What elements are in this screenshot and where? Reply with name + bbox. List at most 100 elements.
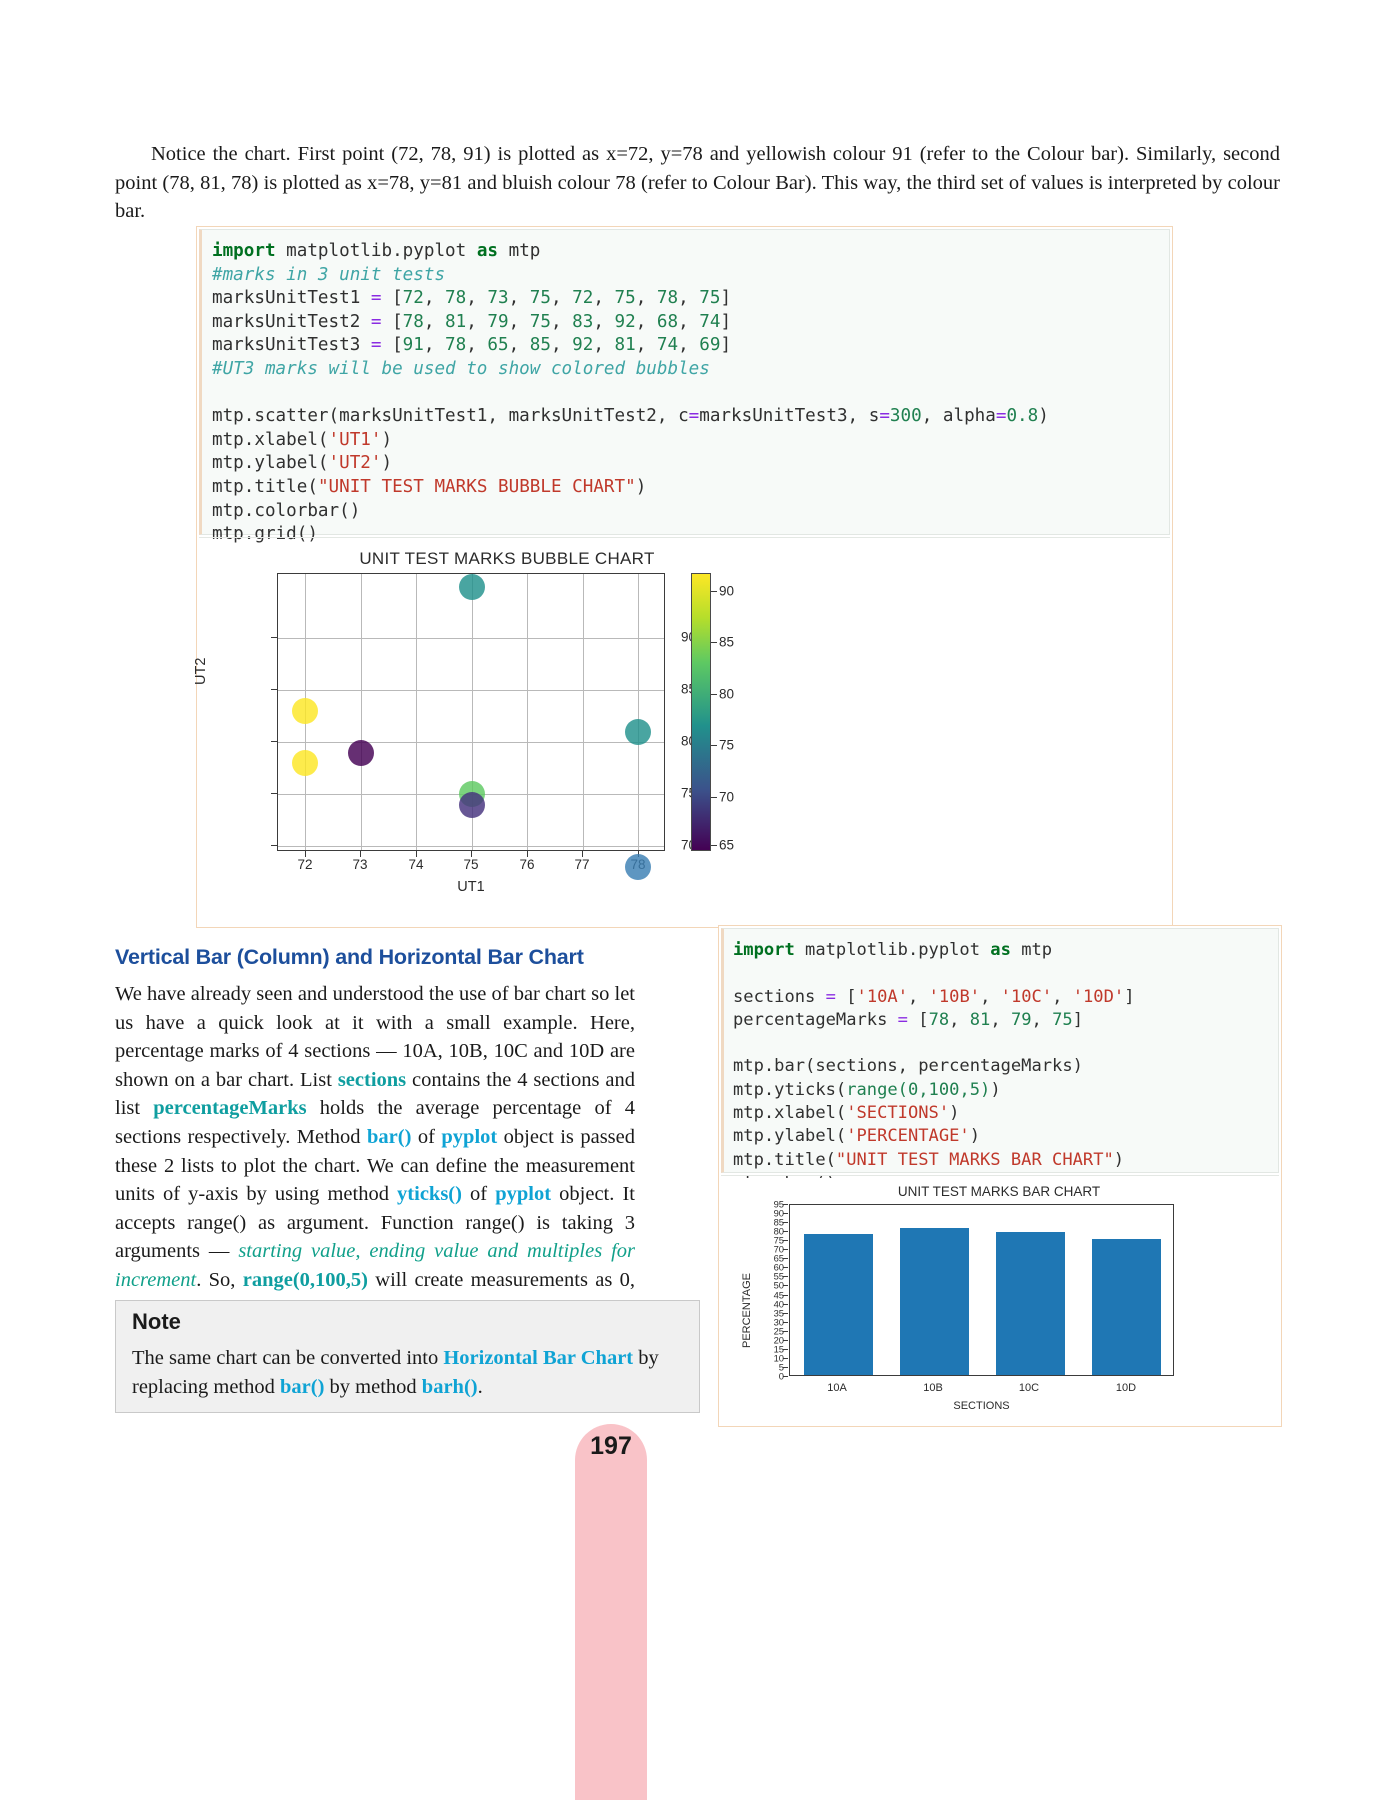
bar-ytick-mark (783, 1276, 788, 1278)
section-body-paragraph: We have already seen and understood the … (115, 983, 636, 1320)
bar-10c (996, 1232, 1065, 1375)
colorbar-tick-mark (711, 591, 717, 592)
gridline-vertical (638, 574, 639, 850)
bar-ytick-mark (783, 1303, 788, 1305)
bubble-xtick-label: 77 (574, 857, 590, 872)
note-body: The same chart can be converted into Hor… (132, 1347, 659, 1398)
bar-xtick-10b: 10B (923, 1382, 943, 1394)
bar-ytick-mark (783, 1267, 788, 1269)
bar-10a (804, 1233, 873, 1375)
data-point (625, 719, 651, 745)
bar-ytick-mark (783, 1357, 788, 1359)
data-point (292, 750, 318, 776)
bar-chart: UNIT TEST MARKS BAR CHART PERCENTAGE 95 … (719, 1178, 1279, 1424)
gridline-vertical (361, 574, 362, 850)
data-point (625, 854, 651, 880)
bubble-ytick-mark (271, 741, 277, 742)
bar-plot-area (789, 1204, 1174, 1376)
bar-ytick-label: 0 (778, 1370, 784, 1382)
term-range-args: starting value, ending value and multipl… (115, 1240, 635, 1291)
bubble-xtick-mark (360, 851, 361, 857)
bar-ytick-mark (783, 1321, 788, 1323)
bar-ytick-mark (783, 1339, 788, 1341)
section-heading: Vertical Bar (Column) and Horizontal Bar… (115, 945, 584, 969)
term-percentagemarks: percentageMarks (153, 1097, 307, 1120)
bar-ytick-label: 15 (773, 1343, 784, 1355)
colorbar-tick-mark (711, 642, 717, 643)
bar-ytick-label: 35 (773, 1307, 784, 1319)
figure-bar-chart: import matplotlib.pyplot as mtp sections… (718, 925, 1282, 1427)
data-point (348, 740, 374, 766)
bubble-xtick-label: 73 (352, 857, 368, 872)
note-title: Note (132, 1309, 181, 1334)
bubble-xtick-mark (305, 851, 306, 857)
bar-ytick-mark (783, 1285, 788, 1287)
bar-ytick-label: 25 (773, 1325, 784, 1337)
bar-ytick-label: 70 (773, 1243, 784, 1255)
bar-ytick-label: 55 (773, 1270, 784, 1282)
gridline-horizontal (278, 742, 664, 743)
figure-divider (199, 537, 1170, 538)
bar-ytick-label: 20 (773, 1334, 784, 1346)
bar-ytick-label: 90 (773, 1207, 784, 1219)
bar-ytick-label: 95 (773, 1198, 784, 1210)
bar-ytick-label: 30 (773, 1316, 784, 1328)
bubble-ytick-mark (271, 689, 277, 690)
figure-bubble-chart: import matplotlib.pyplot as mtp #marks i… (193, 226, 1173, 928)
figure-divider (721, 1175, 1279, 1176)
bar-ytick-label: 75 (773, 1234, 784, 1246)
term-pyplot: pyplot (441, 1125, 498, 1148)
gridline-horizontal (278, 638, 664, 639)
bar-ytick-label: 65 (773, 1252, 784, 1264)
bar-xtick-10c: 10C (1018, 1382, 1040, 1394)
bar-10b (900, 1228, 969, 1375)
bar-ytick-label: 10 (773, 1352, 784, 1364)
bar-ytick-label: 85 (773, 1216, 784, 1228)
footer-tab-shape (575, 1424, 647, 1800)
note-box: Note The same chart can be converted int… (115, 1300, 700, 1413)
bubble-xtick-mark (416, 851, 417, 857)
colorbar-tick-mark (711, 845, 717, 846)
colorbar-tick-mark (711, 745, 717, 746)
bubble-xtick-label: 75 (463, 857, 479, 872)
bar-xtick-10d: 10D (1115, 1382, 1137, 1394)
colorbar-tick-mark (711, 694, 717, 695)
colorbar-tick-label: 75 (719, 737, 735, 753)
page-number: 197 (590, 1432, 632, 1460)
bubble-ytick-mark (271, 793, 277, 794)
colorbar-tick-label: 90 (719, 583, 735, 599)
bar-ytick-mark (783, 1231, 788, 1233)
bubble-plot-area (277, 573, 665, 880)
intro-paragraph: Notice the chart. First point (72, 78, 9… (115, 140, 1280, 226)
bubble-xtick-mark (471, 851, 472, 857)
gridline-vertical (472, 574, 473, 850)
bubble-xtick-mark (582, 851, 583, 857)
bubble-xtick-mark (527, 851, 528, 857)
bubble-chart-ylabel: UT2 (193, 657, 209, 685)
term-range-call: range(0,100,5) (242, 1268, 368, 1291)
bubble-ytick-mark (271, 637, 277, 638)
term-yticks: yticks() (397, 1183, 462, 1206)
colorbar-tick-label: 80 (719, 686, 735, 702)
note-term-horizontal-bar-chart: Horizontal Bar Chart (443, 1347, 634, 1369)
bar-xtick-10a: 10A (827, 1382, 847, 1394)
data-point (459, 792, 485, 818)
bar-ytick-mark (783, 1258, 788, 1260)
bar-ytick-mark (783, 1249, 788, 1251)
gridline-horizontal (278, 690, 664, 691)
term-bar-method: bar() (367, 1125, 412, 1148)
code-block-bar: import matplotlib.pyplot as mtp sections… (721, 928, 1279, 1193)
bubble-xtick-label: 72 (297, 857, 313, 872)
bar-ytick-label: 60 (773, 1261, 784, 1273)
bar-ytick-mark (783, 1376, 788, 1377)
bar-ytick-label: 80 (773, 1225, 784, 1237)
bar-ytick-mark (783, 1222, 788, 1224)
colorbar (691, 573, 711, 851)
term-sections: sections (337, 1068, 407, 1091)
bar-ytick-mark (783, 1348, 788, 1350)
bar-ytick-label: 5 (778, 1361, 784, 1373)
bubble-chart-title: UNIT TEST MARKS BUBBLE CHART (359, 549, 655, 568)
bar-ytick-label: 50 (773, 1279, 784, 1291)
gridline-vertical (416, 574, 417, 850)
